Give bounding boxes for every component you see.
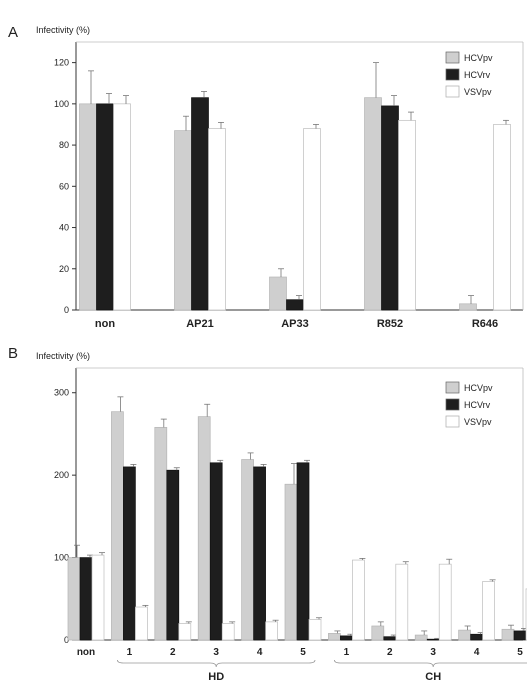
panel-a-y-axis-label: Infectivity (%) <box>36 25 90 35</box>
legend-swatch-hcvpv <box>445 381 460 394</box>
bar-hcvrv <box>253 466 266 641</box>
category-label: R852 <box>377 318 403 330</box>
category-label: 5 <box>517 647 523 658</box>
category-label: non <box>77 647 95 658</box>
group-bracket <box>334 659 527 668</box>
y-tick-label: 100 <box>54 99 69 109</box>
legend-swatch-hcvpv <box>445 51 460 64</box>
bar-vsvpv <box>308 619 322 641</box>
bar-hcvrv <box>286 299 304 311</box>
category-label: 4 <box>474 647 480 658</box>
bar-hcvrv <box>166 469 180 641</box>
bar-hcvpv <box>154 426 168 641</box>
group-label: HD <box>208 671 224 683</box>
bar-hcvrv <box>191 97 209 311</box>
category-label: 5 <box>300 647 306 658</box>
panel-b-y-axis-label: Infectivity (%) <box>36 351 90 361</box>
category-label: R646 <box>472 318 498 330</box>
bar-hcvrv <box>383 636 397 641</box>
legend-label-vsvpv: VSVpv <box>464 417 492 427</box>
bar-vsvpv <box>91 554 105 641</box>
category-label: 1 <box>127 647 133 658</box>
bar-hcvpv <box>458 629 471 641</box>
bar-hcvrv <box>381 105 399 311</box>
bar-hcvpv <box>371 625 385 641</box>
bar-hcvpv <box>414 634 428 641</box>
legend-label-vsvpv: VSVpv <box>464 87 492 97</box>
bar-hcvrv <box>296 462 310 641</box>
category-label: non <box>95 318 115 330</box>
y-tick-label: 20 <box>59 264 69 274</box>
bar-hcvrv <box>96 103 114 311</box>
bar-vsvpv <box>493 124 511 311</box>
bar-hcvpv <box>328 633 341 641</box>
bar-hcvpv <box>67 557 81 641</box>
bar-hcvrv <box>513 630 527 641</box>
panel-a: A Infectivity (%) 0 20 40 60 80 100 120 non AP21… <box>8 24 524 330</box>
bar-hcvpv <box>174 130 192 311</box>
bar-hcvpv <box>197 416 211 641</box>
bar-vsvpv <box>303 128 321 311</box>
legend-label-hcvrv: HCVrv <box>464 400 491 410</box>
category-label: 1 <box>344 647 350 658</box>
bar-hcvpv <box>284 483 298 641</box>
bar-vsvpv <box>395 563 409 641</box>
y-tick-label: 200 <box>54 470 69 480</box>
bar-hcvrv <box>340 635 353 641</box>
legend-swatch-hcvrv <box>445 398 460 411</box>
bar-hcvpv <box>501 628 515 641</box>
category-label: AP21 <box>186 318 214 330</box>
bar-hcvrv <box>470 633 483 641</box>
y-tick-label: 80 <box>59 140 69 150</box>
y-tick-label: 120 <box>54 58 69 68</box>
category-label: 2 <box>387 647 393 658</box>
y-tick-label: 300 <box>54 388 69 398</box>
panel-b: B Infectivity (%) 0 100 200 300 non 1 2 3 4 5 1 2 3 4… <box>8 345 527 683</box>
legend-label-hcvpv: HCVpv <box>464 383 493 393</box>
legend-swatch-vsvpv <box>445 85 460 98</box>
bar-vsvpv <box>352 559 365 641</box>
y-tick-label: 40 <box>59 223 69 233</box>
bar-vsvpv <box>438 563 452 641</box>
y-tick-label: 60 <box>59 181 69 191</box>
bar-vsvpv <box>221 623 235 641</box>
bar-hcvpv <box>269 276 287 311</box>
category-label: 4 <box>257 647 263 658</box>
bar-hcvrv <box>426 638 440 641</box>
legend-label-hcvpv: HCVpv <box>464 53 493 63</box>
category-label: 3 <box>213 647 219 658</box>
category-label: 3 <box>430 647 436 658</box>
bar-vsvpv <box>208 128 226 311</box>
bar-hcvpv <box>241 459 254 641</box>
y-tick-label: 100 <box>54 553 69 563</box>
legend-swatch-hcvrv <box>445 68 460 81</box>
group-bracket <box>117 659 316 668</box>
bar-hcvrv <box>209 462 223 641</box>
bar-vsvpv <box>178 623 192 641</box>
bar-hcvpv <box>79 103 97 311</box>
category-label: 2 <box>170 647 176 658</box>
panel-b-letter: B <box>8 345 18 362</box>
category-label: AP33 <box>281 318 309 330</box>
group-label: CH <box>425 671 441 683</box>
bar-vsvpv <box>265 621 278 641</box>
bar-hcvrv <box>123 466 136 641</box>
bar-hcvpv <box>111 411 124 641</box>
bar-vsvpv <box>482 581 495 641</box>
bar-hcvrv <box>79 557 93 641</box>
bar-hcvpv <box>459 303 477 311</box>
bar-vsvpv <box>113 103 131 311</box>
panel-a-letter: A <box>8 24 18 41</box>
bar-vsvpv <box>135 606 148 641</box>
y-tick-label: 0 <box>64 305 69 315</box>
legend-swatch-vsvpv <box>445 415 460 428</box>
y-tick-label: 0 <box>64 635 69 645</box>
legend-label-hcvrv: HCVrv <box>464 70 491 80</box>
bar-hcvpv <box>364 97 382 311</box>
bar-vsvpv <box>398 119 416 311</box>
